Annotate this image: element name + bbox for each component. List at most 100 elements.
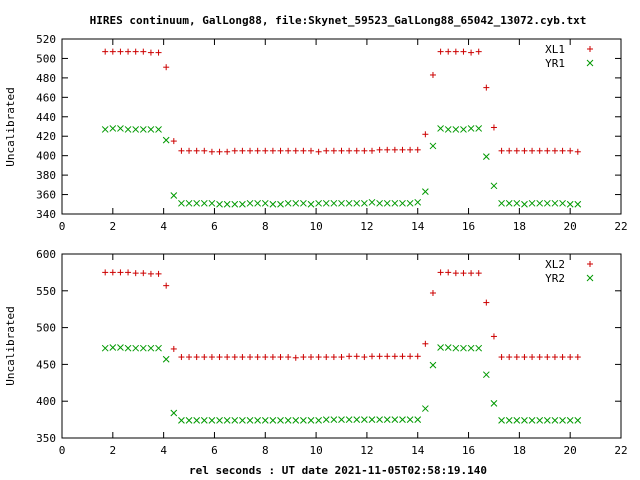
- data-point-xl1: [109, 48, 116, 55]
- data-point-xl1: [551, 147, 558, 154]
- data-point-xl1: [338, 147, 345, 154]
- data-point-xl1: [216, 148, 223, 155]
- data-point-yr1: [437, 125, 444, 132]
- x-tick-label: 8: [262, 220, 269, 233]
- data-point-xl1: [346, 147, 353, 154]
- data-point-xl1: [308, 147, 315, 154]
- data-point-xl1: [239, 147, 246, 154]
- data-point-xl2: [216, 354, 223, 361]
- data-point-xl1: [102, 48, 109, 55]
- data-point-yr2: [315, 416, 322, 424]
- data-point-xl1: [384, 146, 391, 153]
- data-point-xl2: [376, 353, 383, 360]
- data-point-yr2: [345, 416, 353, 423]
- data-point-xl1: [353, 147, 360, 154]
- y-tick-label: 460: [36, 91, 56, 104]
- x-tick-label: 0: [59, 220, 66, 233]
- data-point-yr2: [155, 344, 162, 352]
- data-point-xl1: [452, 48, 459, 55]
- data-point-yr2: [414, 416, 422, 423]
- data-point-xl1: [506, 147, 513, 154]
- top-y-axis-label: Uncalibrated: [4, 87, 17, 166]
- data-point-yr2: [361, 416, 368, 423]
- data-point-yr1: [574, 200, 582, 208]
- data-point-xl1: [254, 147, 261, 154]
- data-point-xl1: [407, 146, 414, 153]
- data-point-xl1: [125, 48, 132, 55]
- data-point-xl2: [483, 299, 490, 306]
- bottom-y-axis-label: Uncalibrated: [4, 306, 17, 385]
- data-point-yr2: [109, 344, 117, 351]
- x-tick-label: 10: [309, 220, 322, 233]
- data-point-yr1: [559, 199, 566, 207]
- data-point-yr2: [460, 344, 467, 352]
- data-point-xl1: [163, 64, 170, 71]
- x-tick-label: 20: [564, 444, 577, 457]
- data-point-yr1: [353, 199, 361, 207]
- data-point-xl2: [285, 354, 292, 361]
- data-point-yr1: [498, 199, 505, 207]
- data-point-yr2: [231, 416, 239, 424]
- data-point-xl2: [117, 269, 124, 276]
- data-point-xl2: [475, 270, 482, 277]
- data-point-yr2: [322, 416, 330, 423]
- data-point-yr2: [269, 416, 277, 424]
- data-point-yr1: [429, 142, 437, 150]
- data-point-yr2: [307, 416, 315, 424]
- data-point-xl2: [368, 353, 375, 360]
- data-point-yr2: [223, 416, 231, 424]
- y-tick-label: 500: [36, 322, 56, 335]
- data-point-xl1: [391, 146, 398, 153]
- data-point-yr2: [566, 416, 574, 424]
- data-point-yr2: [261, 416, 269, 424]
- legend-marker-xl1: [587, 46, 593, 52]
- x-tick-label: 12: [360, 220, 373, 233]
- data-point-xl2: [468, 270, 475, 277]
- data-point-yr1: [155, 126, 162, 133]
- data-point-yr2: [475, 344, 483, 352]
- data-point-yr1: [361, 199, 368, 207]
- data-point-yr2: [193, 416, 201, 424]
- y-tick-label: 400: [36, 395, 56, 408]
- legend-label-xl1: XL1: [545, 43, 565, 56]
- data-point-yr1: [452, 126, 460, 133]
- data-point-xl2: [544, 354, 551, 361]
- data-point-xl2: [186, 354, 193, 361]
- y-tick-label: 520: [36, 33, 56, 46]
- chart-title: HIRES continuum, GalLong88, file:Skynet_…: [90, 14, 587, 27]
- data-point-xl2: [391, 353, 398, 360]
- y-tick-label: 340: [36, 208, 56, 221]
- data-point-xl2: [247, 354, 254, 361]
- data-point-yr2: [216, 416, 223, 424]
- data-point-yr1: [376, 199, 383, 207]
- data-point-yr1: [566, 200, 574, 208]
- data-point-xl2: [239, 354, 246, 361]
- data-point-xl2: [422, 340, 429, 347]
- data-point-yr1: [208, 199, 216, 207]
- data-point-xl1: [559, 147, 566, 154]
- data-point-yr2: [467, 344, 475, 352]
- y-tick-label: 440: [36, 111, 56, 124]
- data-point-xl1: [521, 147, 528, 154]
- data-point-xl2: [231, 354, 238, 361]
- data-point-yr2: [368, 416, 376, 423]
- data-point-yr2: [391, 416, 399, 423]
- data-point-yr1: [330, 199, 338, 207]
- data-point-yr1: [223, 200, 231, 208]
- data-point-xl1: [513, 147, 520, 154]
- data-point-xl1: [147, 49, 154, 56]
- data-point-yr1: [300, 199, 307, 207]
- data-point-yr1: [467, 125, 475, 132]
- data-point-xl1: [483, 84, 490, 91]
- data-point-xl1: [178, 147, 185, 154]
- data-point-yr1: [338, 199, 345, 207]
- bottom-y-axis: 350 400 450 500 550 600: [36, 248, 621, 445]
- x-tick-label: 8: [262, 444, 269, 457]
- data-point-yr2: [513, 416, 521, 424]
- data-point-xl2: [147, 270, 154, 277]
- y-tick-label: 600: [36, 248, 56, 261]
- data-point-xl2: [178, 354, 185, 361]
- top-legend: XL1 YR1: [545, 43, 594, 70]
- x-tick-label: 22: [614, 220, 627, 233]
